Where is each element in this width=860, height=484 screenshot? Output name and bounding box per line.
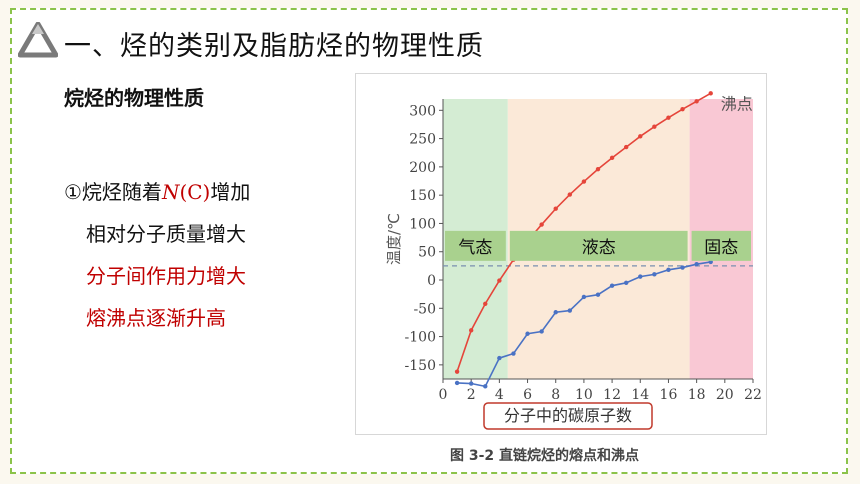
data-point [581,179,587,184]
x-tick-label: 20 [716,387,734,403]
state-label-box [445,230,506,261]
data-point [483,384,488,389]
data-point [666,267,671,273]
y-tick-label: -50 [413,301,436,317]
state-label-box [691,230,751,261]
data-point [483,301,488,306]
data-point [539,222,544,227]
point-1: ①烷烃随着N(C)增加 [64,176,250,205]
data-point [468,328,474,333]
x-tick-label: 14 [631,387,649,403]
data-point [652,272,657,277]
state-label: 固态 [704,238,738,258]
y-tick-label: 50 [418,245,436,261]
y-tick-label: -100 [405,330,436,346]
data-point [468,381,474,386]
x-tick-label: 22 [744,387,762,403]
data-point [638,134,643,139]
data-point [497,278,502,283]
x-tick-label: 4 [495,387,504,403]
data-point [567,192,573,197]
x-tick-label: 12 [603,387,621,403]
data-point [567,308,573,313]
data-point [623,144,629,150]
point-1-prefix: ①烷烃随着 [64,180,162,204]
x-tick-label: 10 [575,387,593,403]
data-point [595,166,601,172]
point-1-n: N [161,180,180,204]
y-tick-label: 150 [409,188,436,204]
data-point [595,292,601,297]
x-tick-label: 8 [551,387,560,403]
y-tick-label: 250 [409,132,436,148]
data-point [609,283,615,288]
data-point [680,265,685,270]
point-1-suffix: 增加 [210,180,251,204]
y-tick-label: 0 [427,273,436,289]
x-axis-label: 分子中的碳原子数 [504,406,632,425]
state-label: 气态 [458,238,492,258]
y-tick-label: -150 [405,358,436,374]
x-tick-label: 18 [688,387,706,403]
data-point [666,115,671,120]
point-1-c: (C) [179,180,211,204]
data-point [694,261,699,267]
data-point [525,331,530,336]
state-label: 液态 [582,238,616,258]
x-axis-label-box [483,402,653,430]
x-tick-label: 6 [523,387,532,403]
data-point [694,99,699,104]
data-point [553,206,558,211]
x-tick-label: 16 [660,387,678,403]
x-tick-label: 2 [467,387,476,403]
data-point [652,124,657,129]
section-subtitle: 烷烃的物理性质 [64,86,204,110]
figure-caption: 图 3-2 直链烷烃的熔点和沸点 [450,448,640,464]
point-4: 熔沸点逐渐升高 [86,306,226,330]
data-point [454,380,460,386]
alkane-temperature-chart: -150 -100 -50 0 50 100 150 200 250 300 0 2 4 6 8 10 12 14… [385,91,762,430]
data-point [680,106,685,112]
data-point [539,329,544,334]
y-tick-label: 200 [409,160,436,176]
x-tick-label: 0 [439,387,448,403]
series-label: 沸点 [721,94,753,113]
data-point [511,351,516,356]
point-3: 分子间作用力增大 [86,264,246,288]
data-point [454,369,460,374]
page-title: 一、烃的类别及脂肪烃的物理性质 [64,31,484,62]
y-tick-label: 300 [409,103,436,119]
data-point [581,294,587,300]
data-point [638,274,643,279]
data-point [623,280,629,286]
y-tick-label: 100 [409,216,436,232]
state-label-box [509,230,688,261]
penrose-triangle-icon [18,22,58,58]
point-2: 相对分子质量增大 [86,222,246,246]
data-point [497,355,502,361]
data-point [553,310,558,315]
data-point [609,155,615,161]
data-point [708,91,713,96]
y-axis-label: 温度/℃ [385,213,403,265]
